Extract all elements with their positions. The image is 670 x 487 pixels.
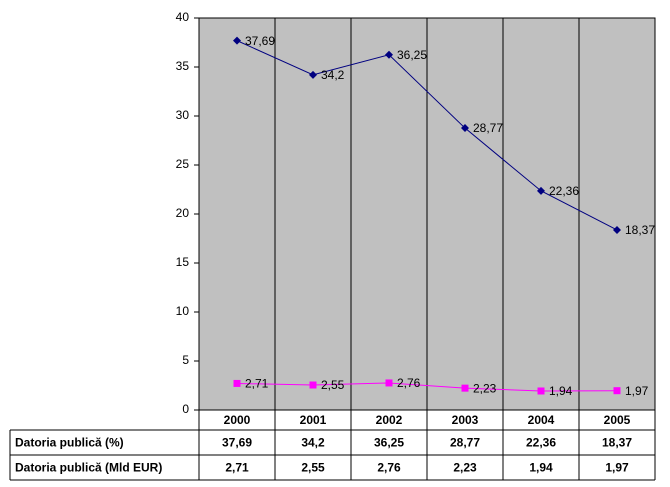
y-tick-label: 0 — [182, 402, 189, 416]
data-label: 37,69 — [245, 34, 275, 48]
series-line — [236, 382, 618, 392]
series-line — [236, 40, 618, 231]
table-cell: 2,55 — [301, 461, 325, 475]
y-tick-label: 15 — [176, 255, 190, 269]
table-cell: 2,71 — [225, 461, 249, 475]
x-tick-label: 2002 — [376, 413, 403, 427]
table-cell: 2,23 — [453, 461, 477, 475]
table-cell: 2,76 — [377, 461, 401, 475]
table-cell: 1,94 — [529, 461, 553, 475]
table-cell: 22,36 — [526, 436, 556, 450]
x-tick-label: 2001 — [300, 413, 327, 427]
y-tick-label: 10 — [176, 304, 190, 318]
data-label: 2,76 — [397, 376, 421, 390]
data-label: 2,55 — [321, 378, 345, 392]
table-cell: 36,25 — [374, 436, 404, 450]
data-label: 2,23 — [473, 381, 497, 395]
data-label: 28,77 — [473, 121, 503, 135]
data-label: 36,25 — [397, 48, 427, 62]
legend-label: Datoria publică (Mld EUR) — [15, 461, 162, 475]
marker — [309, 381, 317, 389]
y-tick-label: 20 — [176, 206, 190, 220]
y-tick-label: 5 — [182, 353, 189, 367]
marker — [385, 379, 393, 387]
marker — [233, 379, 241, 387]
table-cell: 1,97 — [605, 461, 629, 475]
marker — [461, 384, 469, 392]
data-label: 34,2 — [321, 68, 345, 82]
data-label: 22,36 — [549, 184, 579, 198]
y-tick-label: 35 — [176, 59, 190, 73]
marker — [385, 50, 393, 59]
y-tick-label: 25 — [176, 157, 190, 171]
marker — [537, 387, 545, 395]
marker — [613, 225, 621, 234]
x-tick-label: 2003 — [452, 413, 479, 427]
table-cell: 34,2 — [301, 436, 325, 450]
y-tick-label: 40 — [176, 10, 190, 24]
x-tick-label: 2005 — [604, 413, 631, 427]
marker — [309, 70, 317, 79]
table-cell: 37,69 — [222, 436, 252, 450]
marker — [233, 36, 241, 45]
y-tick-label: 30 — [176, 108, 190, 122]
marker — [537, 186, 545, 195]
data-label: 2,71 — [245, 377, 269, 391]
data-label: 18,37 — [625, 223, 655, 237]
marker — [613, 387, 621, 395]
marker — [461, 124, 469, 133]
data-label: 1,97 — [625, 384, 649, 398]
table-cell: 28,77 — [450, 436, 480, 450]
x-tick-label: 2000 — [224, 413, 251, 427]
table-cell: 18,37 — [602, 436, 632, 450]
data-label: 1,94 — [549, 384, 573, 398]
legend-label: Datoria publică (%) — [15, 436, 124, 450]
x-tick-label: 2004 — [528, 413, 555, 427]
